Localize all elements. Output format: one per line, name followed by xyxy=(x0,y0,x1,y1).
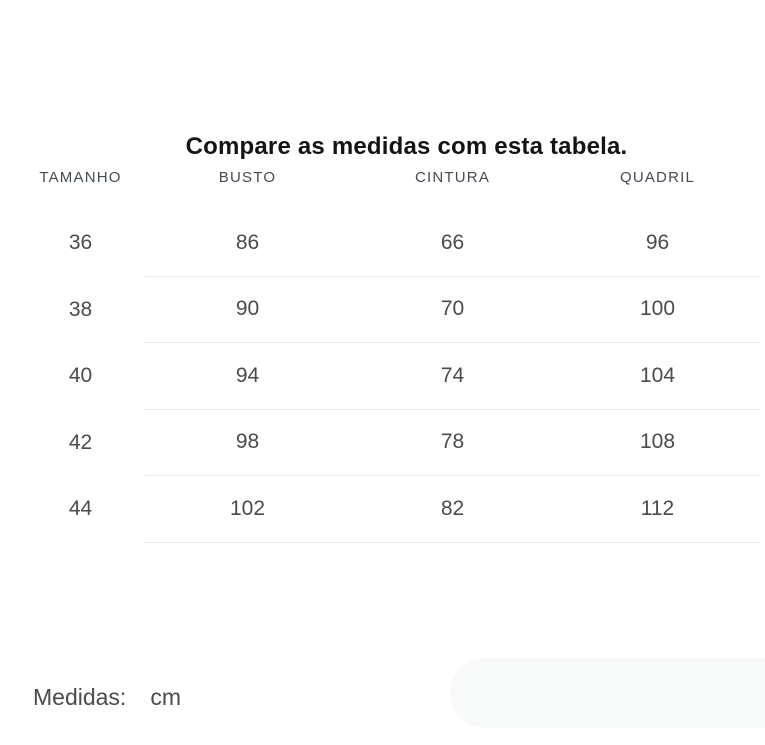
cintura-cell: 82 xyxy=(350,476,555,543)
size-cell: 36 xyxy=(68,231,93,255)
size-chart-table: TAMANHO BUSTO CINTURA QUADRIL 36 86 66 9… xyxy=(0,145,760,543)
busto-cell: 90 xyxy=(145,277,350,343)
cintura-cell: 74 xyxy=(350,343,555,410)
page-title: Compare as medidas com esta tabela. xyxy=(185,133,628,161)
decorative-pill-shape xyxy=(450,658,765,728)
quadril-cell: 100 xyxy=(555,277,760,343)
busto-cell: 86 xyxy=(145,210,350,277)
measurement-unit-note: Medidas: cm xyxy=(33,684,181,711)
quadril-cell: 104 xyxy=(555,343,760,410)
busto-cell: 98 xyxy=(145,410,350,476)
cintura-cell: 70 xyxy=(350,277,555,343)
size-cell: 42 xyxy=(68,430,93,454)
column-header-busto: BUSTO xyxy=(218,169,277,186)
column-header-tamanho: TAMANHO xyxy=(39,169,122,186)
size-cell: 44 xyxy=(68,497,93,521)
quadril-cell: 96 xyxy=(555,210,760,277)
medidas-label: Medidas: xyxy=(33,684,127,710)
quadril-cell: 112 xyxy=(555,476,760,543)
size-cell: 40 xyxy=(68,364,93,388)
quadril-cell: 108 xyxy=(555,410,760,476)
cintura-cell: 78 xyxy=(350,410,555,476)
size-cell: 38 xyxy=(68,297,93,321)
busto-cell: 102 xyxy=(145,476,350,543)
column-header-cintura: CINTURA xyxy=(414,169,491,186)
medidas-unit-value: cm xyxy=(150,684,181,710)
cintura-cell: 66 xyxy=(350,210,555,277)
busto-cell: 94 xyxy=(145,343,350,410)
column-header-quadril: QUADRIL xyxy=(619,169,696,186)
